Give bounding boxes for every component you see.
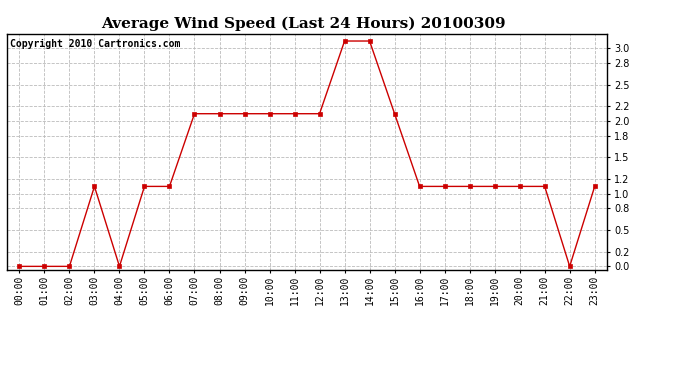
Text: Average Wind Speed (Last 24 Hours) 20100309: Average Wind Speed (Last 24 Hours) 20100… [101,17,506,31]
Text: Copyright 2010 Cartronics.com: Copyright 2010 Cartronics.com [10,39,180,48]
